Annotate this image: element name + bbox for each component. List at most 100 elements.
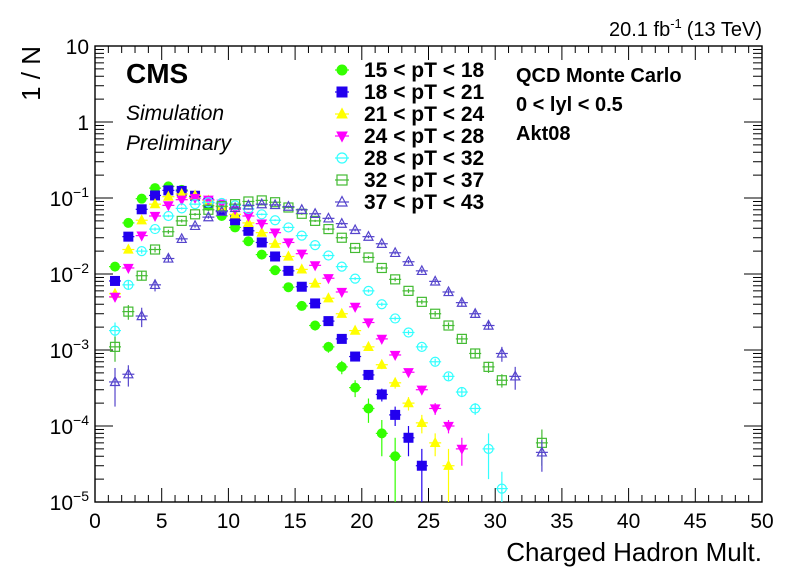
data-point xyxy=(282,265,295,276)
marker xyxy=(310,215,321,226)
data-point xyxy=(149,223,162,235)
marker xyxy=(283,282,294,293)
data-point xyxy=(375,419,388,457)
data-point xyxy=(455,386,468,398)
marker xyxy=(349,302,361,313)
data-point xyxy=(442,371,455,382)
data-point xyxy=(495,471,508,502)
marker xyxy=(256,209,267,220)
cms-preliminary: Preliminary xyxy=(126,132,233,155)
data-point xyxy=(322,292,335,303)
marker xyxy=(202,210,214,222)
data-point xyxy=(335,261,348,272)
marker xyxy=(162,252,174,263)
data-point xyxy=(149,278,162,292)
data-point xyxy=(229,201,242,213)
info-rapidity: 0 < lyl < 0.5 xyxy=(516,94,623,116)
data-point xyxy=(189,193,202,205)
data-point xyxy=(175,195,188,206)
marker xyxy=(189,209,201,220)
data-point xyxy=(309,215,322,226)
marker xyxy=(430,308,441,319)
marker xyxy=(109,325,121,336)
marker xyxy=(349,223,361,235)
data-point xyxy=(122,365,135,387)
data-point xyxy=(309,240,322,251)
marker xyxy=(323,341,334,352)
marker xyxy=(269,215,281,226)
marker xyxy=(336,232,347,243)
data-point xyxy=(322,223,335,235)
marker xyxy=(136,204,147,215)
marker xyxy=(256,219,268,230)
y-axis-title: 1 / N xyxy=(16,46,46,101)
data-point xyxy=(295,263,308,274)
marker xyxy=(296,263,308,274)
marker xyxy=(323,292,334,303)
data-point xyxy=(255,226,268,237)
marker xyxy=(536,446,548,457)
data-point xyxy=(189,219,202,231)
data-point xyxy=(175,232,188,244)
marker xyxy=(123,217,134,228)
marker xyxy=(282,200,294,211)
data-point xyxy=(175,203,188,214)
marker xyxy=(336,217,348,228)
data-point xyxy=(389,350,402,362)
data-point xyxy=(135,193,148,204)
marker xyxy=(429,436,441,447)
marker xyxy=(416,460,427,471)
data-point xyxy=(349,380,362,398)
x-tick-label: 25 xyxy=(417,510,440,533)
data-point xyxy=(255,249,268,260)
marker xyxy=(483,443,494,454)
marker xyxy=(310,298,321,309)
marker xyxy=(269,197,281,208)
data-point xyxy=(295,249,308,260)
data-point xyxy=(455,437,468,466)
marker xyxy=(416,416,428,427)
legend-label: 32 < pT < 37 xyxy=(364,169,484,192)
y-tick-label: 10−3 xyxy=(50,336,90,363)
marker xyxy=(269,237,281,248)
marker xyxy=(123,243,134,254)
data-point xyxy=(255,219,268,230)
x-tick-label: 50 xyxy=(750,510,773,533)
legend-label: 18 < pT < 21 xyxy=(364,81,485,104)
series-4 xyxy=(109,193,468,466)
data-point xyxy=(269,215,282,226)
data-point xyxy=(309,261,322,272)
data-point xyxy=(375,262,388,274)
series-5 xyxy=(109,197,508,502)
marker xyxy=(296,281,307,292)
y-tick-label: 10−2 xyxy=(50,260,90,287)
x-tick-label: 0 xyxy=(89,510,101,533)
series-3 xyxy=(109,187,455,502)
marker xyxy=(136,231,148,242)
y-tick-label: 1 xyxy=(77,112,89,135)
marker xyxy=(309,277,321,288)
data-point xyxy=(495,374,508,388)
marker xyxy=(269,228,281,239)
marker xyxy=(243,236,254,247)
data-points xyxy=(109,181,548,502)
info-algorithm: Akt08 xyxy=(516,123,570,145)
marker xyxy=(456,333,467,344)
marker xyxy=(336,361,347,372)
marker xyxy=(363,340,374,351)
data-point xyxy=(495,346,508,362)
marker xyxy=(283,222,294,233)
legend-label: 21 < pT < 24 xyxy=(364,103,485,126)
marker xyxy=(443,421,454,433)
marker xyxy=(350,242,361,254)
data-point xyxy=(482,319,495,330)
marker xyxy=(443,371,454,382)
data-point xyxy=(202,197,215,208)
marker xyxy=(323,223,334,235)
marker xyxy=(496,347,508,358)
marker xyxy=(483,361,494,372)
data-point xyxy=(282,238,295,249)
marker xyxy=(149,198,161,209)
marker xyxy=(323,274,334,285)
